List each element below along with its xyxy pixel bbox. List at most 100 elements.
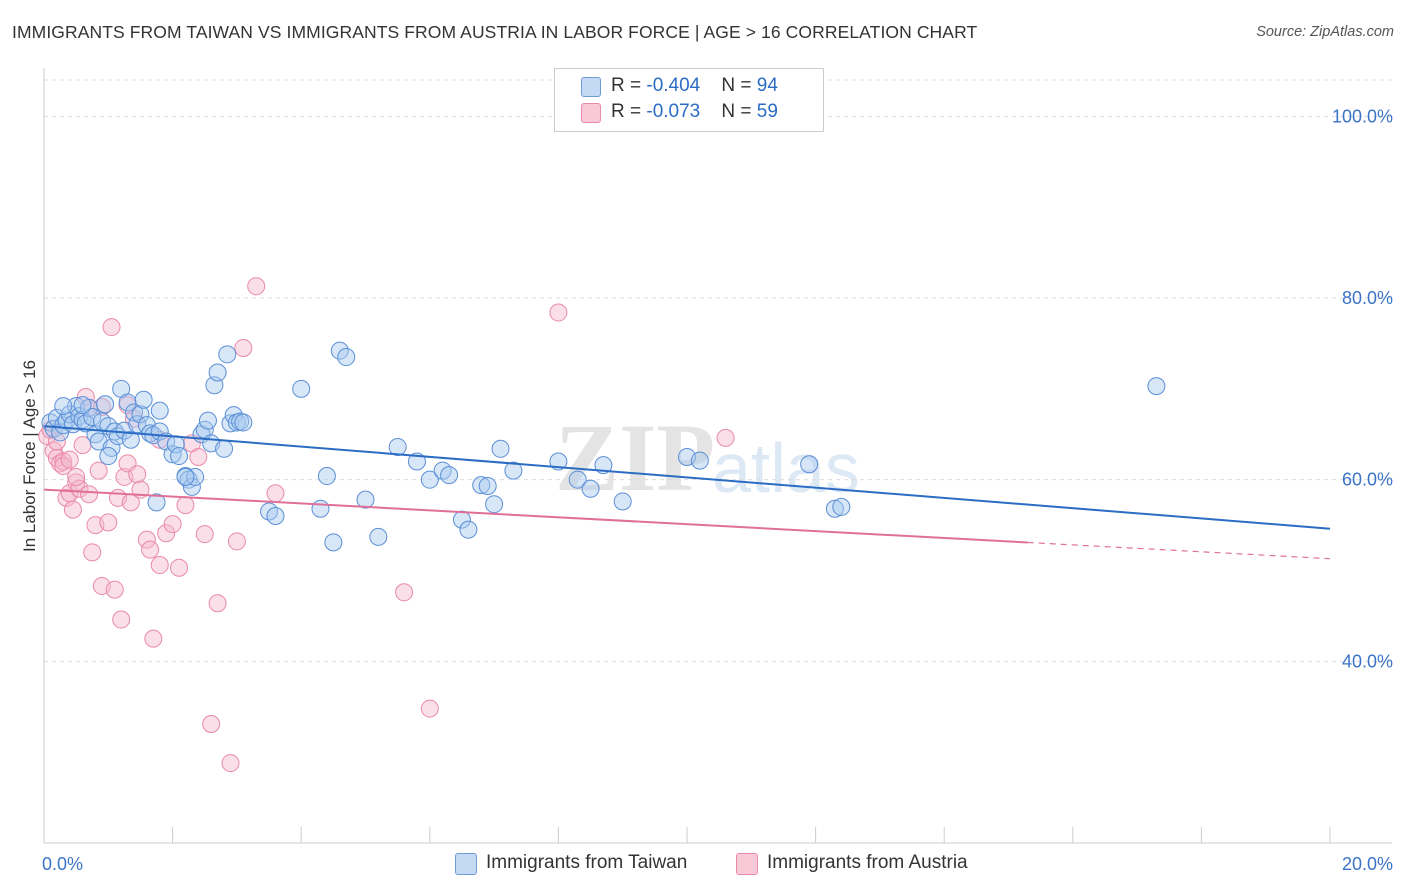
austria-point <box>395 583 414 602</box>
y-tick-label: 40.0% <box>1342 651 1393 671</box>
austria-point <box>176 496 195 515</box>
austria-point <box>92 398 111 416</box>
taiwan-point <box>420 470 439 489</box>
austria-point <box>70 479 89 498</box>
taiwan-swatch-icon <box>581 77 601 97</box>
austria-r-value: -0.073 <box>646 101 701 122</box>
taiwan-point <box>407 452 426 471</box>
y-tick-label: 60.0% <box>1342 470 1393 490</box>
austria-point <box>105 580 124 599</box>
austria-point <box>80 485 99 504</box>
x-tick-label: 20.0% <box>1342 854 1393 874</box>
taiwan-point <box>324 533 343 552</box>
austria-point <box>195 525 214 544</box>
taiwan-point <box>356 490 375 509</box>
taiwan-point <box>134 390 153 409</box>
austria-point <box>234 338 253 357</box>
austria-point <box>549 303 568 322</box>
taiwan-r-value: -0.404 <box>646 75 701 96</box>
austria-n-label: N = <box>721 101 757 122</box>
taiwan-point <box>800 455 819 474</box>
austria-point <box>141 540 160 559</box>
austria-point <box>63 500 82 519</box>
taiwan-point <box>170 447 189 466</box>
austria-n-value: 59 <box>756 101 778 122</box>
taiwan-point <box>186 467 205 486</box>
taiwan-point <box>83 407 102 426</box>
austria-r-label: R = <box>611 101 647 122</box>
taiwan-point <box>176 467 195 486</box>
taiwan-trend-line <box>43 425 1331 530</box>
taiwan-point <box>433 461 452 480</box>
taiwan-point <box>504 461 523 480</box>
taiwan-point <box>478 477 497 496</box>
correlation-legend: R = -0.404 N = 94 R = -0.073 N = 59 <box>554 68 824 132</box>
taiwan-point <box>485 495 504 514</box>
austria-point <box>54 452 73 471</box>
taiwan-point <box>218 345 237 364</box>
austria-trend-line <box>43 488 1028 544</box>
taiwan-point <box>459 520 478 539</box>
taiwan-point <box>131 405 150 424</box>
taiwan-r-label: R = <box>611 75 647 96</box>
taiwan-point <box>208 363 227 382</box>
austria-points <box>38 277 735 773</box>
austria-point <box>266 484 285 503</box>
austria-point <box>60 450 79 469</box>
taiwan-point <box>581 479 600 498</box>
trend-lines <box>43 425 1331 560</box>
taiwan-point <box>690 451 709 470</box>
taiwan-point <box>825 499 844 518</box>
austria-point <box>144 629 163 648</box>
taiwan-point <box>1147 377 1166 396</box>
taiwan-point <box>832 497 851 516</box>
watermark-zip: ZIP <box>555 404 715 511</box>
taiwan-point <box>198 411 217 430</box>
taiwan-point <box>182 477 201 496</box>
tick-labels: 40.0% 60.0% 80.0% 100.0% 0.0% 20.0% <box>42 106 1393 874</box>
austria-point <box>189 447 208 466</box>
taiwan-point <box>99 447 118 466</box>
austria-point <box>157 524 176 543</box>
austria-point <box>227 532 246 551</box>
chart-title: IMMIGRANTS FROM TAIWAN VS IMMIGRANTS FRO… <box>12 22 978 42</box>
taiwan-point <box>234 413 253 432</box>
taiwan-point <box>96 395 115 414</box>
austria-point <box>221 754 240 773</box>
taiwan-point <box>260 502 279 521</box>
austria-point <box>716 428 735 447</box>
watermark: ZIP atlas <box>555 404 860 511</box>
taiwan-legend-icon <box>455 853 477 875</box>
y-tick-label: 80.0% <box>1342 288 1393 308</box>
austria-point <box>420 699 439 718</box>
austria-point <box>202 715 221 734</box>
taiwan-point <box>54 397 73 416</box>
austria-point <box>54 457 73 476</box>
austria-point <box>170 558 189 577</box>
taiwan-point <box>337 348 356 367</box>
austria-point <box>83 543 102 562</box>
taiwan-point <box>317 467 336 486</box>
taiwan-point <box>147 493 166 512</box>
austria-point <box>163 515 182 534</box>
taiwan-point <box>613 492 632 511</box>
austria-point <box>137 530 156 549</box>
y-axis-label: In Labor Force | Age > 16 <box>20 359 39 553</box>
austria-point <box>208 594 227 613</box>
austria-point <box>128 465 147 484</box>
taiwan-point <box>472 476 491 495</box>
taiwan-point <box>369 527 388 546</box>
taiwan-point <box>330 341 349 360</box>
austria-point <box>67 467 86 486</box>
taiwan-n-label: N = <box>721 75 757 96</box>
taiwan-point <box>215 439 234 458</box>
austria-point <box>112 610 131 629</box>
source-credit: Source: ZipAtlas.com <box>1256 24 1394 40</box>
grid-lines <box>44 79 1392 662</box>
axes <box>43 68 1392 844</box>
taiwan-point <box>311 499 330 518</box>
watermark-atlas: atlas <box>712 429 860 507</box>
taiwan-point <box>549 452 568 471</box>
austria-point <box>89 461 108 480</box>
y-tick-label: 100.0% <box>1332 106 1393 126</box>
